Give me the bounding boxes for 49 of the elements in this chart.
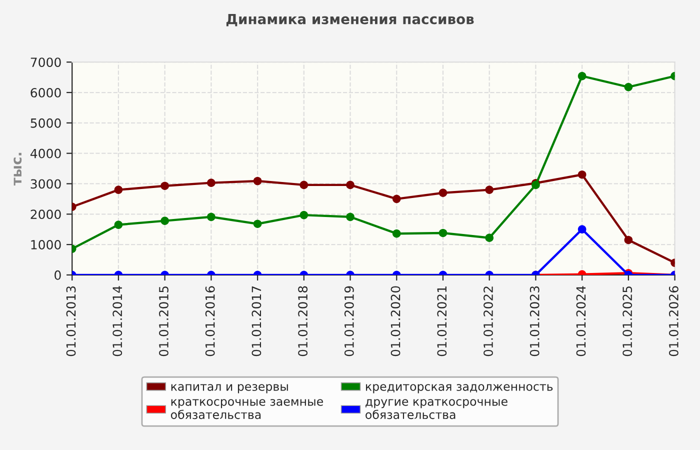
point — [392, 194, 401, 204]
y-axis-title: тыс. — [14, 152, 22, 186]
point — [438, 228, 448, 238]
y-tick-label: 0 — [54, 270, 61, 280]
y-tick-label: 5000 — [30, 118, 61, 128]
point — [392, 229, 401, 238]
legend-label: кредиторская задолженность — [366, 384, 553, 394]
x-tick-label: 01.01.2017 — [252, 286, 262, 356]
point — [114, 186, 123, 194]
point — [624, 236, 633, 244]
x-tick-label: 01.01.2023 — [530, 286, 540, 356]
x-tick-label: 01.01.2016 — [205, 286, 215, 356]
point — [485, 186, 494, 194]
legend-label: другие краткосрочные обязательства — [366, 399, 508, 420]
x-tick-label: 01.01.2015 — [158, 286, 168, 356]
point — [346, 212, 354, 222]
x-tick-label: 01.01.2024 — [576, 286, 586, 356]
point — [207, 178, 216, 187]
y-tick-label: 7000 — [30, 58, 61, 68]
y-tick-label: 2000 — [30, 210, 61, 220]
point — [114, 220, 123, 229]
point — [578, 170, 586, 179]
point — [160, 182, 169, 190]
point — [253, 176, 262, 186]
x-tick-label: 01.01.2022 — [484, 286, 493, 356]
point — [485, 234, 494, 242]
legend-label: краткосрочные заемные обязательства — [170, 399, 323, 420]
point — [253, 220, 262, 228]
point — [300, 180, 308, 190]
point — [207, 212, 216, 222]
legend-label: капитал и резервы — [171, 384, 288, 394]
x-tick-label: 01.01.2026 — [668, 286, 678, 356]
y-tick-label: 1000 — [31, 240, 61, 250]
point — [438, 188, 448, 198]
y-tick-label: 4000 — [30, 148, 61, 158]
point — [578, 225, 586, 234]
point — [160, 216, 169, 225]
x-tick-label: 01.01.2019 — [344, 286, 354, 356]
y-tick-label: 6000 — [30, 88, 61, 98]
x-tick-label: 01.01.2025 — [622, 286, 632, 356]
x-tick-label: 01.01.2020 — [390, 286, 400, 356]
x-tick-label: 01.01.2013 — [66, 286, 76, 356]
y-tick-label: 3000 — [30, 179, 61, 189]
chart-title: Динамика изменения пассивов — [226, 14, 474, 26]
point — [300, 210, 308, 220]
point — [346, 180, 354, 190]
x-tick-label: 01.01.2021 — [437, 286, 447, 356]
x-tick-label: 01.01.2014 — [112, 286, 122, 356]
x-tick-label: 01.01.2018 — [298, 286, 308, 356]
